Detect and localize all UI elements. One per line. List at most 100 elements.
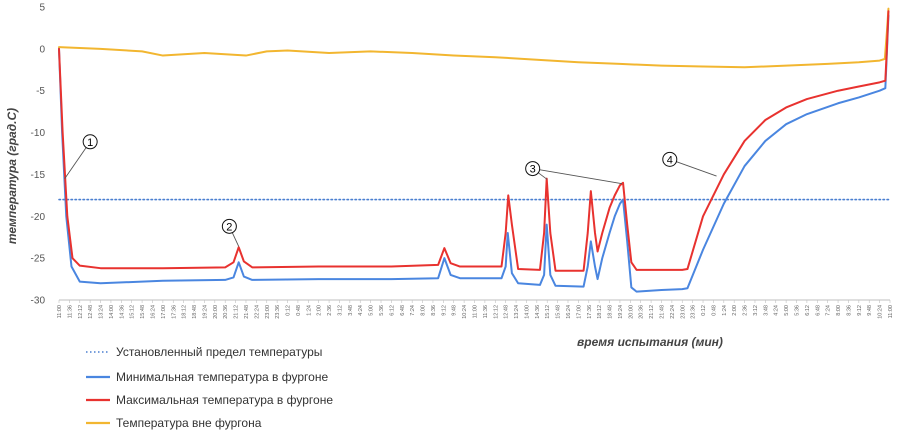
x-tick-label: 10:24 (878, 305, 884, 319)
x-tick-label: 3:12 (337, 305, 343, 316)
x-tick-label: 0:12 (286, 305, 292, 316)
x-tick-label: 1:24 (722, 305, 728, 316)
y-tick-label: -15 (31, 170, 46, 181)
annotation-marker (525, 161, 541, 177)
x-tick-label: 2:36 (327, 305, 333, 316)
x-tick-label: 23:36 (275, 305, 281, 319)
x-tick-label: 2:00 (317, 305, 323, 316)
x-axis-title: время испытания (мин) (577, 335, 723, 349)
y-tick-label: 5 (39, 3, 45, 14)
y-tick-label: -10 (31, 128, 46, 139)
x-tick-label: 21:12 (649, 305, 655, 319)
x-tick-label: 21:48 (244, 305, 250, 319)
x-tick-label: 0:12 (701, 305, 707, 316)
x-tick-label: 15:12 (130, 305, 136, 319)
x-tick-label: 5:36 (379, 305, 385, 316)
x-tick-label: 18:48 (192, 305, 198, 319)
x-tick-label: 3:48 (763, 305, 769, 316)
x-tick-label: 18:48 (608, 305, 614, 319)
max-temp-line (58, 10, 890, 272)
x-tick-label: 8:36 (846, 305, 852, 316)
y-tick-label: 0 (39, 44, 45, 55)
x-tick-label: 20:36 (223, 305, 229, 319)
x-tick-label: 13:24 (99, 305, 105, 319)
x-tick-label: 3:12 (753, 305, 759, 316)
legend-item-min-temp-label: Минимальная температура в фургоне (116, 370, 328, 384)
x-tick-label: 21:12 (234, 305, 240, 319)
x-tick-label: 9:12 (857, 305, 863, 316)
x-tick-label: 8:00 (836, 305, 842, 316)
x-tick-label: 17:36 (171, 305, 177, 319)
y-tick-label: -30 (31, 296, 46, 307)
legend-item-outside-temp-label: Температура вне фургона (116, 416, 262, 430)
x-tick-label: 18:12 (597, 305, 603, 319)
x-tick-label: 23:00 (265, 305, 271, 319)
x-tick-label: 19:24 (202, 305, 208, 319)
x-tick-label: 11:00 (888, 305, 894, 318)
x-tick-label: 14:00 (524, 305, 530, 319)
y-tick-label: -25 (31, 254, 46, 265)
x-tick-label: 8:00 (421, 305, 427, 316)
x-tick-label: 4:24 (358, 305, 364, 316)
x-tick-label: 23:36 (691, 305, 697, 319)
x-tick-label: 2:36 (743, 305, 749, 316)
x-tick-label: 9:48 (867, 305, 873, 316)
x-tick-label: 11:00 (57, 305, 63, 318)
x-tick-label: 5:00 (784, 305, 790, 316)
x-tick-label: 20:36 (639, 305, 645, 319)
y-tick-label: -5 (36, 86, 45, 97)
annotation-label: 1 (87, 137, 93, 149)
x-tick-label: 11:36 (67, 305, 73, 318)
min-temp-line (58, 14, 890, 293)
x-tick-label: 14:00 (109, 305, 115, 319)
x-tick-label: 6:48 (815, 305, 821, 316)
x-axis-ticks: 11:00 11:36 12:12 12:48 13:24 14:00 14:36 15:12… (57, 300, 894, 319)
x-tick-label: 2:00 (732, 305, 738, 316)
annotation-leader-line (669, 158, 717, 177)
x-tick-label: 7:24 (410, 305, 416, 316)
outside-temp-line (58, 7, 890, 69)
x-tick-label: 22:24 (670, 305, 676, 319)
x-tick-label: 16:24 (566, 305, 572, 319)
x-tick-label: 9:12 (441, 305, 447, 316)
x-tick-label: 20:00 (213, 305, 219, 319)
x-tick-label: 10:24 (462, 305, 468, 319)
annotation-marker (221, 218, 237, 234)
x-tick-label: 11:00 (473, 305, 479, 318)
x-tick-label: 14:36 (119, 305, 125, 319)
annotation-marker (82, 134, 98, 150)
x-tick-label: 23:00 (680, 305, 686, 319)
x-tick-label: 12:48 (504, 305, 510, 319)
x-tick-label: 14:36 (535, 305, 541, 319)
annotation-leader-line (532, 168, 623, 185)
x-tick-label: 12:48 (88, 305, 94, 319)
x-tick-label: 1:24 (306, 305, 312, 316)
x-tick-label: 15:12 (545, 305, 551, 319)
legend: Установленный предел температуры Минималь… (86, 345, 333, 430)
annotation-label: 4 (667, 154, 673, 166)
x-tick-label: 5:36 (795, 305, 801, 316)
legend-item-limit-label: Установленный предел температуры (116, 345, 322, 359)
x-tick-label: 0:48 (711, 305, 717, 316)
x-tick-label: 6:12 (805, 305, 811, 316)
x-tick-label: 18:12 (182, 305, 188, 319)
x-tick-label: 13:24 (514, 305, 520, 319)
x-tick-label: 5:00 (369, 305, 375, 316)
x-tick-label: 15:48 (556, 305, 562, 319)
legend-item-max-temp-label: Максимальная температура в фургоне (116, 393, 333, 407)
y-axis-title: температура (град.С) (5, 108, 19, 244)
x-tick-label: 12:12 (78, 305, 84, 319)
x-tick-label: 15:48 (140, 305, 146, 319)
x-tick-label: 17:00 (576, 305, 582, 319)
x-tick-label: 8:36 (431, 305, 437, 316)
annotation-label: 3 (530, 164, 536, 176)
x-tick-label: 6:12 (389, 305, 395, 316)
x-tick-label: 22:24 (254, 305, 260, 319)
x-tick-label: 17:00 (161, 305, 167, 319)
x-tick-label: 20:00 (628, 305, 634, 319)
y-tick-label: -20 (31, 212, 46, 223)
x-tick-label: 3:48 (348, 305, 354, 316)
annotation-layer: 1 2 3 4 (64, 134, 717, 247)
x-tick-label: 0:48 (296, 305, 302, 316)
